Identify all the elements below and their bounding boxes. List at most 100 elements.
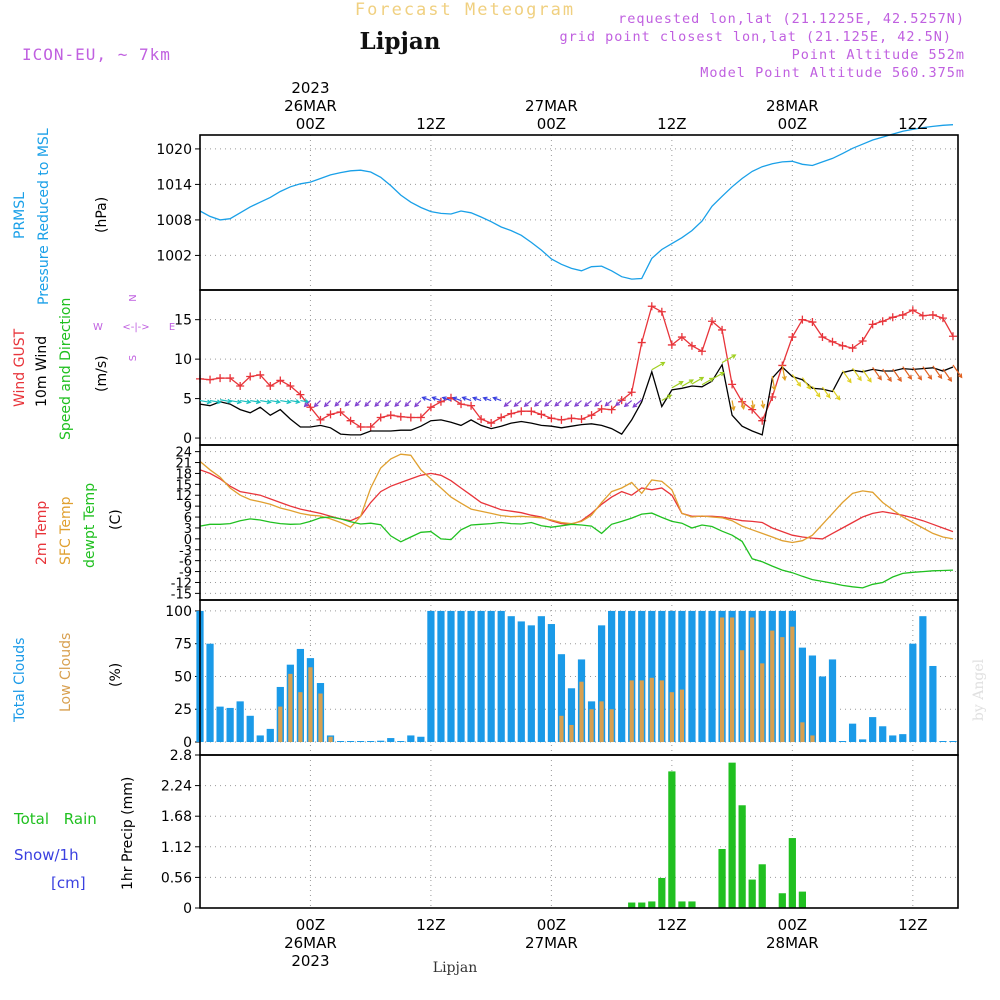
- bottom-time-label: 00Z: [778, 916, 807, 934]
- cloud-bar: [457, 610, 465, 742]
- gust-point: [708, 317, 717, 326]
- wind-arrow-head: [678, 381, 684, 386]
- gust-point: [587, 411, 596, 420]
- temp-2m-label: 2m Temp: [34, 501, 50, 565]
- gust-point: [416, 413, 425, 422]
- wind-arrow: [462, 396, 472, 402]
- gust-point: [206, 375, 215, 384]
- gust-point: [497, 413, 506, 422]
- wind-arrow: [442, 396, 452, 402]
- precip-bar: [748, 879, 756, 908]
- plot-layer: 1002100810141020051015-15-12-9-6-3036912…: [156, 79, 963, 970]
- cloud-bar: [609, 709, 614, 742]
- cloud-bar: [810, 735, 815, 742]
- wind-arrow: [404, 400, 412, 407]
- wind-arrow-head: [334, 401, 340, 407]
- wind-arrow-head: [461, 396, 467, 401]
- cloud-bar: [729, 617, 735, 742]
- gust-point: [567, 414, 576, 423]
- wind-arrow-head: [303, 402, 309, 408]
- cloud-bar: [668, 610, 676, 742]
- gust-point: [627, 388, 636, 397]
- cloud-bar: [740, 650, 745, 742]
- gust-point: [677, 333, 686, 342]
- ytick-label: 21: [175, 457, 192, 472]
- wind-arrow-head: [604, 401, 610, 407]
- wind-arrow-head: [781, 375, 787, 382]
- wind-arrow-head: [295, 399, 301, 404]
- wind-arrow-head: [236, 399, 243, 405]
- ytick-label: 1014: [156, 177, 192, 193]
- wind-arrow: [701, 377, 714, 386]
- cloud-bar: [417, 736, 425, 742]
- compass-cross-icon: <-|->: [122, 322, 149, 333]
- wind-arrow-head: [877, 375, 882, 381]
- wind-arrow-head: [740, 404, 746, 410]
- cloud-bar: [678, 610, 686, 742]
- cloud-bar: [770, 630, 775, 742]
- wind-arrow-head: [503, 402, 509, 407]
- bottom-time-label: 00Z: [296, 916, 325, 934]
- top-time-label: 12Z: [657, 115, 686, 133]
- cloud-bar: [537, 616, 545, 742]
- wind-arrow-head: [623, 402, 629, 408]
- compass-rose: N S W E <-|->: [93, 294, 175, 361]
- cloud-bar: [346, 741, 355, 742]
- cloud-bar: [939, 741, 947, 742]
- cloud-bar: [589, 709, 594, 742]
- cloud-bar: [599, 701, 604, 742]
- gust-point: [276, 376, 285, 385]
- precip-bar: [638, 902, 646, 908]
- cloud-bar: [750, 617, 755, 742]
- precip-bar: [788, 838, 796, 908]
- wind-arrow-head: [927, 374, 933, 380]
- gust-point: [838, 341, 847, 350]
- precip-bar: [778, 893, 786, 908]
- pressure-unit-label: (hPa): [94, 197, 110, 233]
- wind-arrow-head: [421, 396, 427, 401]
- gust-point: [326, 410, 335, 419]
- gust-point: [296, 390, 305, 399]
- gust-point: [848, 344, 857, 353]
- ytick-label: 1002: [156, 248, 192, 264]
- wind-arrow-head: [513, 402, 519, 408]
- bottom-time-label: 12Z: [416, 916, 445, 934]
- gust-point: [306, 403, 315, 412]
- gust-point: [637, 338, 646, 347]
- top-time-label: 00Z: [778, 115, 807, 133]
- wind-arrow-head: [730, 406, 736, 412]
- wind-arrow-head: [897, 376, 902, 382]
- wind-arrow: [564, 400, 572, 407]
- wind-arrow-head: [404, 402, 410, 408]
- point-altitude: Point Altitude 552m: [792, 47, 965, 63]
- gust-point: [908, 306, 917, 315]
- cloud-bar: [288, 673, 293, 742]
- wind-arrow: [554, 400, 562, 407]
- wind-arrow: [902, 366, 912, 380]
- wind-arrow: [394, 400, 402, 407]
- cloud-bar: [318, 693, 323, 742]
- cloud-bar: [879, 726, 887, 742]
- wind-speed-direction-label: Speed and Direction: [58, 298, 74, 440]
- wind-arrow-head: [719, 371, 725, 377]
- ytick-label: 50: [174, 669, 192, 685]
- precip-bar: [648, 901, 656, 908]
- ytick-label: 100: [165, 604, 192, 620]
- gust-point: [768, 393, 777, 402]
- wind-arrow-head: [731, 354, 737, 359]
- wind-arrow: [862, 369, 872, 383]
- ytick-label: 15: [174, 313, 192, 329]
- cloud-bar: [669, 692, 674, 742]
- ytick-label: -6: [179, 555, 192, 570]
- wind-arrow-head: [374, 402, 380, 407]
- cloud-bar: [760, 663, 765, 742]
- wind-arrow: [493, 397, 502, 402]
- cloud-bar: [909, 643, 917, 742]
- wind-arrow-head: [594, 402, 600, 407]
- wind-arrow-head: [632, 402, 638, 408]
- series-line: [199, 512, 954, 589]
- cloud-bar: [437, 610, 445, 742]
- ytick-label: 0: [183, 431, 192, 447]
- gust-point: [517, 407, 526, 416]
- wind-arrow: [932, 365, 943, 379]
